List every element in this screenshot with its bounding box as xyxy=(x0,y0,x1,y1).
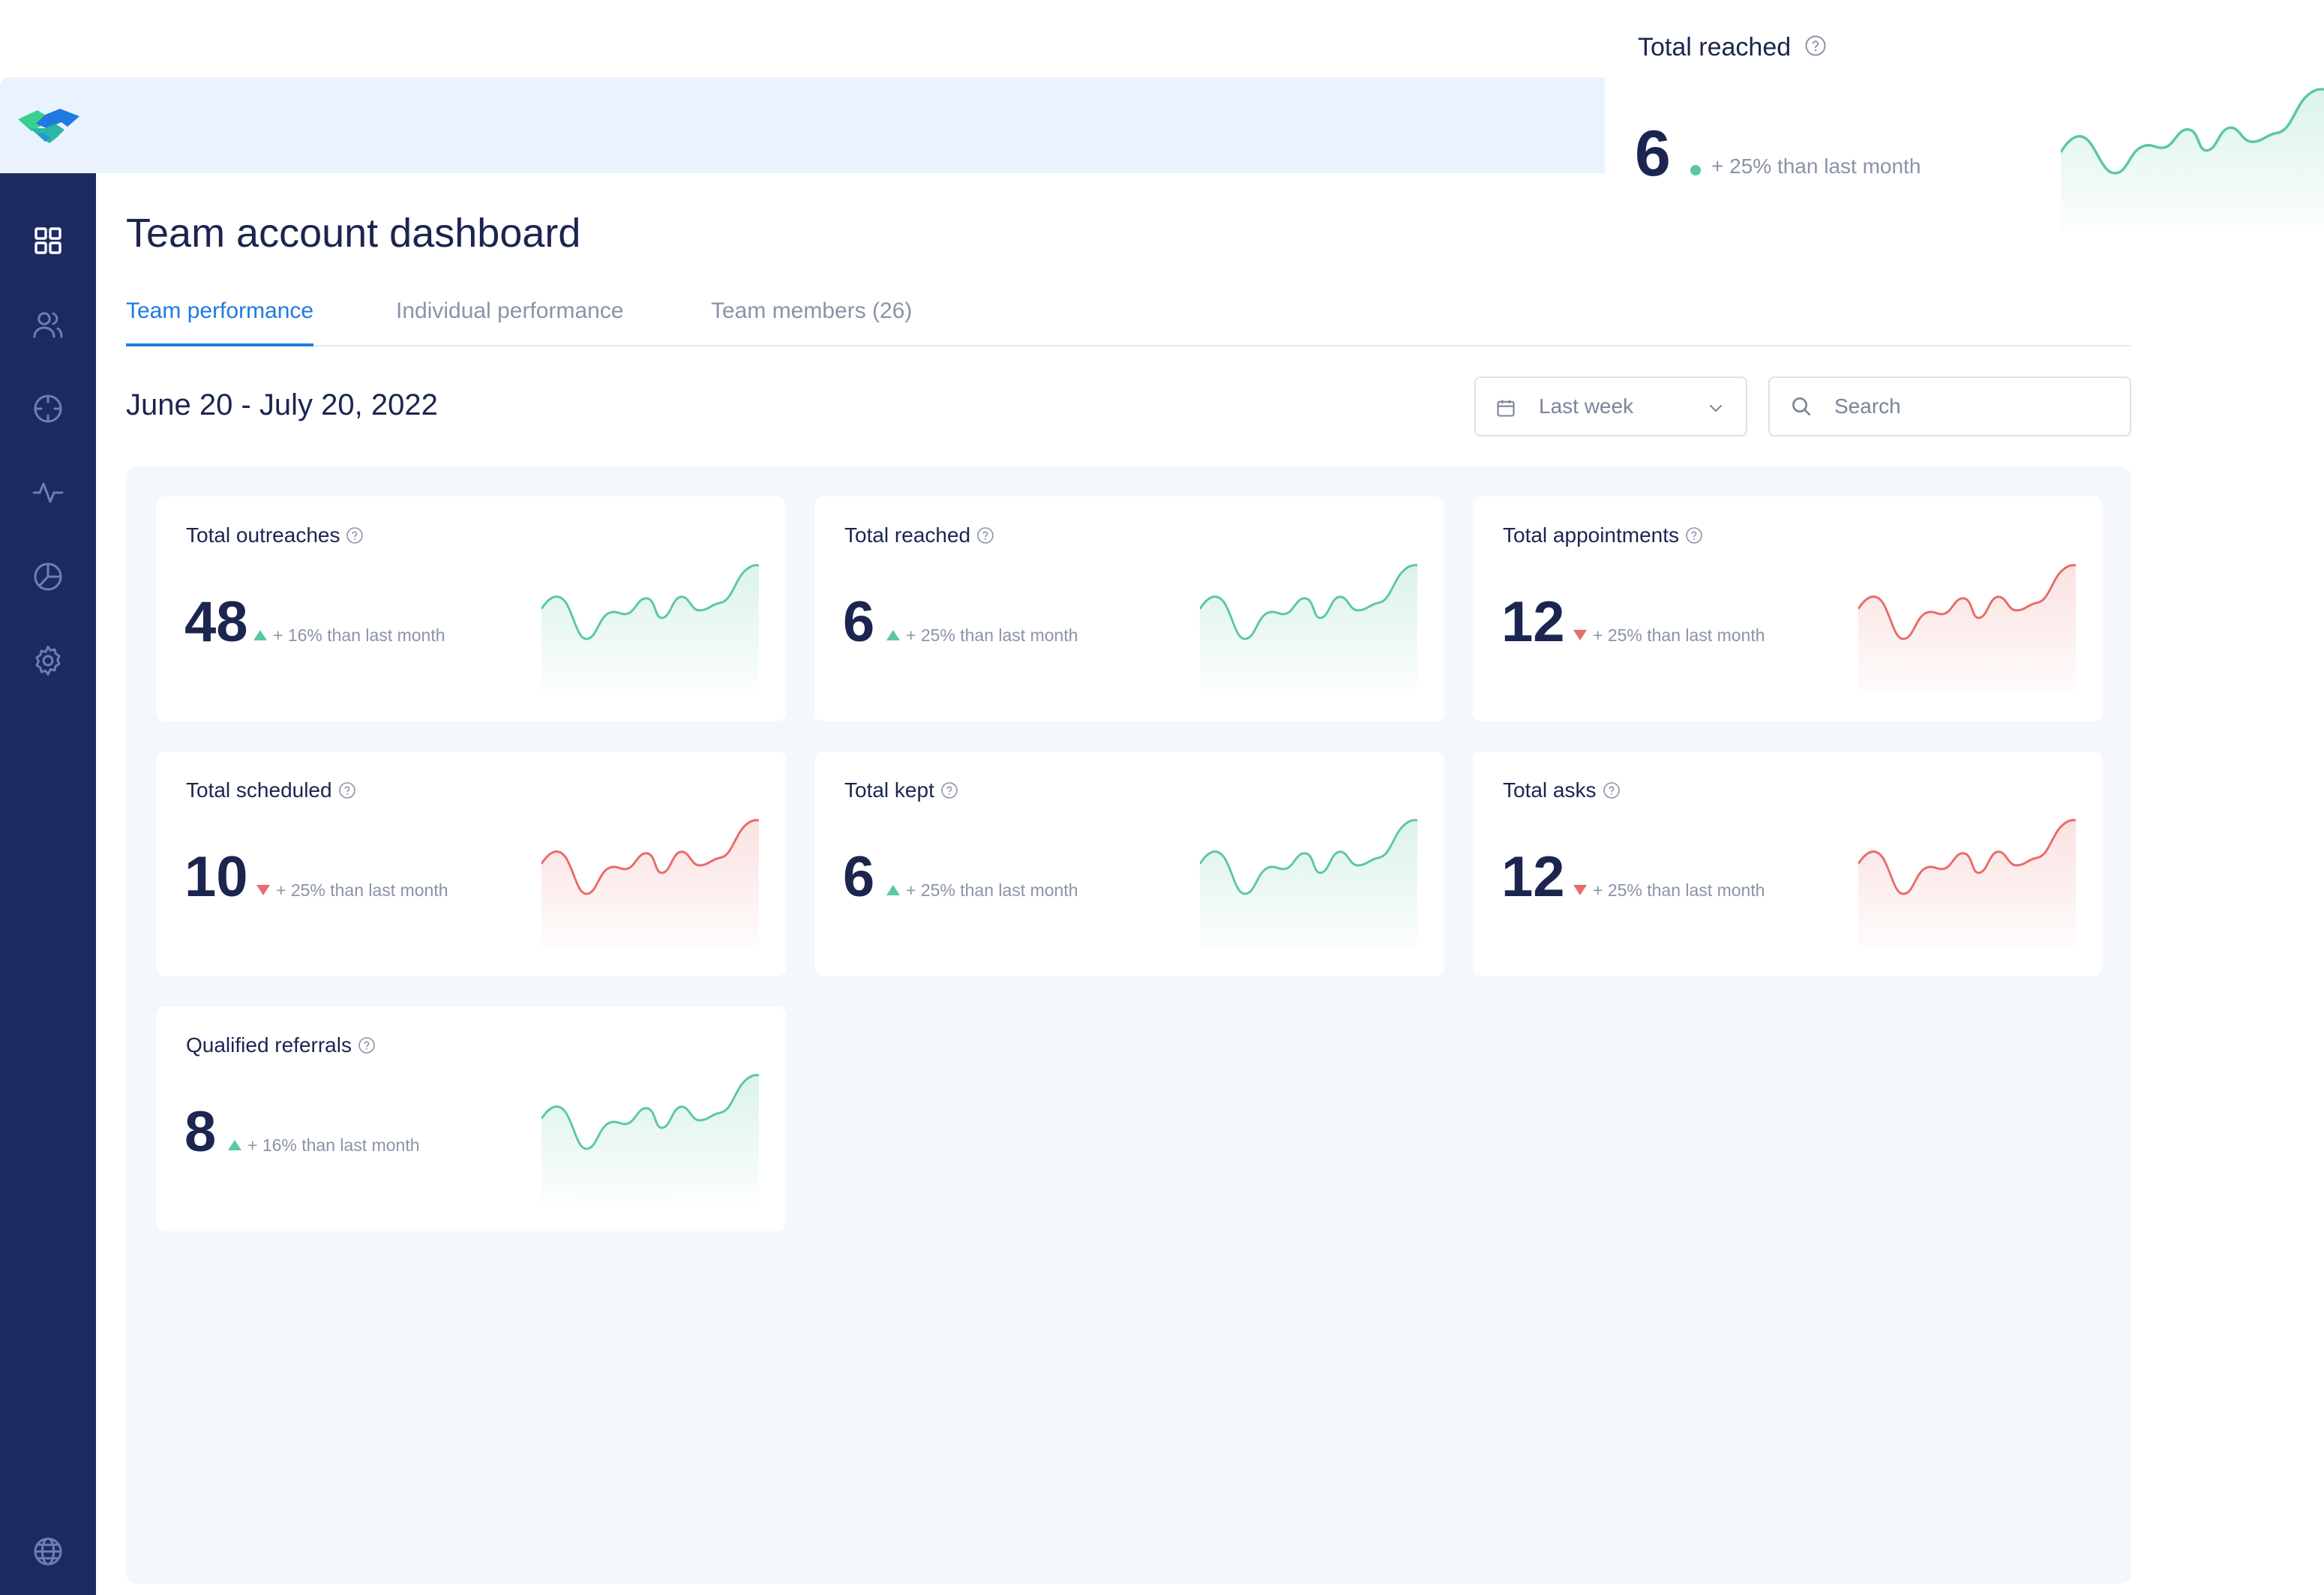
trend-down-icon xyxy=(1573,885,1587,895)
card-title: Qualified referrals xyxy=(186,1033,376,1057)
card-trend: + 25% than last month xyxy=(1573,625,1765,646)
sparkline-chart xyxy=(541,564,759,693)
help-icon[interactable] xyxy=(940,781,958,799)
dashboard-grid-icon xyxy=(34,227,61,254)
floating-card-title: Total reached xyxy=(1638,33,1827,62)
stat-card-total-reached[interactable]: Total reached 6 + 25% than last month xyxy=(814,496,1444,721)
help-icon[interactable] xyxy=(976,526,994,544)
stats-panel: Total outreaches 48 + 16% than last mont… xyxy=(126,466,2131,1584)
trend-down-icon xyxy=(256,885,270,895)
help-icon[interactable] xyxy=(1685,526,1703,544)
sidebar-item-language[interactable] xyxy=(30,1534,66,1570)
help-icon[interactable] xyxy=(346,526,364,544)
trend-up-icon xyxy=(253,630,267,640)
card-value: 48 xyxy=(184,590,248,654)
page-title: Team account dashboard xyxy=(126,211,581,256)
card-value: 8 xyxy=(184,1100,217,1164)
help-icon[interactable] xyxy=(1804,34,1827,57)
trend-down-icon xyxy=(1573,630,1587,640)
card-trend: + 16% than last month xyxy=(253,625,445,646)
card-title: Total appointments xyxy=(1503,523,1703,547)
card-title: Total outreaches xyxy=(186,523,364,547)
stat-card-qualified-referrals[interactable]: Qualified referrals 8 + 16% than last mo… xyxy=(156,1006,786,1231)
card-value: 6 xyxy=(843,845,875,909)
trend-up-icon xyxy=(886,630,900,640)
sparkline-chart xyxy=(1858,819,2076,948)
card-trend: + 16% than last month xyxy=(228,1135,420,1156)
floating-card-value: 6 xyxy=(1635,118,1671,190)
sparkline-chart xyxy=(541,819,759,948)
help-icon[interactable] xyxy=(338,781,356,799)
period-select[interactable]: Last week xyxy=(1474,376,1747,436)
card-title: Total reached xyxy=(844,523,994,547)
sidebar-item-reports[interactable] xyxy=(30,559,66,595)
card-title: Total scheduled xyxy=(186,778,356,802)
card-value: 12 xyxy=(1501,845,1565,909)
sidebar-item-target[interactable] xyxy=(30,391,66,427)
top-app-bar xyxy=(0,77,1605,173)
pie-chart-icon xyxy=(34,562,62,591)
sidebar xyxy=(0,173,96,1595)
sparkline-chart xyxy=(541,1074,759,1203)
trend-up-icon xyxy=(886,885,900,895)
stat-card-total-appointments[interactable]: Total appointments 12 + 25% than last mo… xyxy=(1473,496,2103,721)
card-trend: + 25% than last month xyxy=(886,880,1078,901)
sidebar-item-users[interactable] xyxy=(30,307,66,343)
tab-individual-performance[interactable]: Individual performance xyxy=(396,298,624,323)
sparkline-chart xyxy=(1858,564,2076,693)
stat-card-total-kept[interactable]: Total kept 6 + 25% than last month xyxy=(814,751,1444,976)
handshake-logo-icon[interactable] xyxy=(15,101,82,148)
tab-team-members[interactable]: Team members (26) xyxy=(711,298,913,323)
calendar-icon xyxy=(1497,400,1515,417)
date-range-heading: June 20 - July 20, 2022 xyxy=(126,388,438,421)
sidebar-item-dashboard[interactable] xyxy=(30,223,66,259)
users-icon xyxy=(33,312,63,338)
card-title: Total kept xyxy=(844,778,958,802)
target-icon xyxy=(34,394,62,423)
search-icon xyxy=(1792,397,1810,415)
card-value: 12 xyxy=(1501,590,1565,654)
stat-card-total-outreaches[interactable]: Total outreaches 48 + 16% than last mont… xyxy=(156,496,786,721)
card-title: Total asks xyxy=(1503,778,1621,802)
sparkline-chart xyxy=(1200,819,1417,948)
sparkline-chart xyxy=(1200,564,1417,693)
floating-card-trend: + 25% than last month xyxy=(1711,154,1921,178)
floating-stat-card: Total reached 6 + 25% than last month xyxy=(1603,0,2324,240)
chevron-down-icon xyxy=(1710,405,1722,412)
sidebar-item-settings[interactable] xyxy=(30,643,66,679)
card-trend: + 25% than last month xyxy=(886,625,1078,646)
card-value: 6 xyxy=(843,590,875,654)
activity-icon xyxy=(32,482,64,503)
period-select-value: Last week xyxy=(1539,394,1634,418)
card-trend: + 25% than last month xyxy=(256,880,448,901)
stat-card-total-asks[interactable]: Total asks 12 + 25% than last month xyxy=(1473,751,2103,976)
floating-sparkline xyxy=(2061,88,2324,232)
globe-icon xyxy=(34,1537,62,1566)
trend-up-icon xyxy=(228,1140,241,1150)
card-trend: + 25% than last month xyxy=(1573,880,1765,901)
help-icon[interactable] xyxy=(1603,781,1621,799)
tab-bar: Team performance Individual performance … xyxy=(126,298,2131,346)
search-input[interactable] xyxy=(1768,376,2131,436)
card-value: 10 xyxy=(184,845,248,909)
stat-card-total-scheduled[interactable]: Total scheduled 10 + 25% than last month xyxy=(156,751,786,976)
trend-dot-icon xyxy=(1690,165,1701,175)
settings-gear-icon xyxy=(35,646,61,676)
tab-team-performance[interactable]: Team performance xyxy=(126,298,314,346)
sidebar-item-activity[interactable] xyxy=(30,475,66,511)
help-icon[interactable] xyxy=(358,1036,376,1054)
